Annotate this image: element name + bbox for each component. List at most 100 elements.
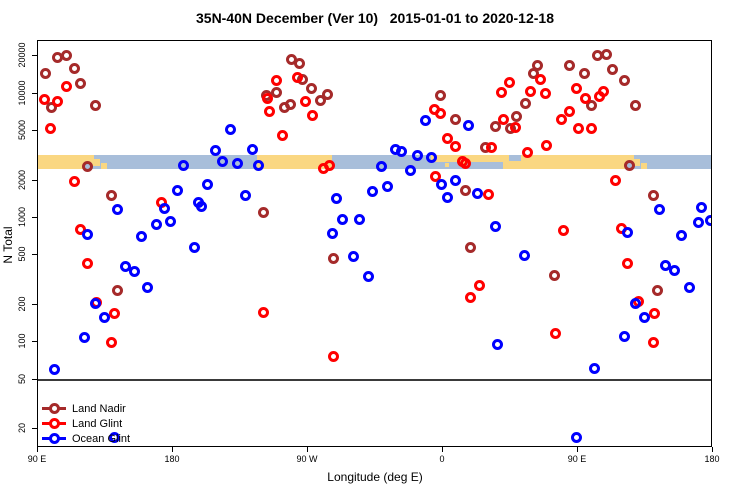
x-axis-tick-label: 90 E	[27, 454, 47, 464]
legend: Land Nadir Land Glint Ocean Glint	[42, 401, 130, 446]
x-axis-tick	[577, 447, 578, 452]
data-point-land-nadir	[82, 161, 93, 173]
x-axis-tick	[172, 447, 173, 452]
data-point-ocean-glint	[382, 180, 393, 192]
data-point-ocean-glint	[119, 260, 131, 272]
data-point-land-nadir	[293, 57, 305, 69]
data-point-land-glint	[541, 139, 552, 151]
data-point-land-nadir	[601, 48, 612, 60]
data-point-land-glint	[503, 76, 515, 88]
band-ocean-segment	[509, 154, 521, 162]
data-point-land-glint	[449, 140, 461, 152]
data-point-land-nadir	[314, 95, 326, 107]
data-point-land-glint	[299, 96, 311, 108]
data-point-land-glint	[434, 107, 446, 119]
data-point-land-nadir	[257, 206, 269, 218]
data-point-land-glint	[550, 328, 561, 340]
data-point-ocean-glint	[112, 204, 123, 216]
data-point-land-glint	[323, 160, 335, 172]
data-point-ocean-glint	[619, 330, 630, 342]
data-point-land-nadir	[647, 190, 659, 202]
data-point-land-glint	[263, 106, 275, 118]
data-point-land-glint	[586, 122, 597, 134]
data-point-land-nadir	[322, 89, 333, 101]
data-point-ocean-glint	[683, 281, 695, 293]
data-point-ocean-glint	[253, 159, 264, 171]
y-axis-tick	[32, 378, 37, 380]
data-point-ocean-glint	[326, 227, 338, 239]
data-point-land-glint	[473, 279, 485, 291]
legend-label: Land Nadir	[72, 402, 126, 415]
data-point-land-glint	[271, 74, 282, 86]
data-point-land-glint	[430, 170, 441, 182]
x-axis-tick	[37, 447, 38, 452]
data-point-land-glint	[557, 224, 569, 236]
data-point-land-glint	[262, 92, 273, 104]
data-point-land-nadir	[548, 270, 560, 282]
data-point-ocean-glint	[571, 432, 582, 444]
data-point-ocean-glint	[49, 364, 60, 376]
data-point-ocean-glint	[676, 229, 687, 241]
data-point-land-glint	[580, 92, 591, 104]
band-land-segment	[257, 154, 332, 169]
data-point-ocean-glint	[395, 146, 407, 158]
data-point-land-glint	[277, 130, 288, 142]
data-point-land-nadir	[434, 90, 446, 102]
data-point-ocean-glint	[209, 145, 221, 157]
y-axis-tick	[32, 130, 37, 132]
data-point-ocean-glint	[362, 270, 374, 282]
data-point-ocean-glint	[247, 143, 258, 155]
band-land-segment	[624, 154, 634, 163]
data-point-land-glint	[563, 106, 575, 118]
data-point-ocean-glint	[472, 187, 483, 199]
data-point-land-glint	[524, 85, 536, 97]
data-point-ocean-glint	[695, 201, 707, 213]
data-point-land-glint	[442, 132, 453, 144]
data-point-land-nadir	[511, 110, 522, 122]
data-point-land-nadir	[532, 60, 543, 72]
x-axis-tick	[307, 447, 308, 452]
legend-item-ocean-glint: Ocean Glint	[42, 431, 130, 446]
data-point-ocean-glint	[196, 200, 207, 212]
data-point-land-glint	[622, 257, 633, 269]
data-point-ocean-glint	[704, 214, 711, 226]
data-point-land-nadir	[89, 99, 101, 111]
data-point-ocean-glint	[589, 363, 600, 375]
data-point-land-glint	[82, 257, 93, 269]
data-point-land-nadir	[619, 75, 630, 87]
data-point-ocean-glint	[442, 191, 453, 203]
data-point-ocean-glint	[353, 213, 365, 225]
data-point-land-glint	[307, 110, 318, 122]
data-point-ocean-glint	[412, 149, 423, 161]
ocean-glint-marker-icon	[42, 431, 66, 446]
data-point-land-nadir	[271, 87, 282, 99]
data-point-land-glint	[497, 113, 509, 125]
data-point-ocean-glint	[491, 338, 503, 350]
data-point-land-glint	[38, 93, 50, 105]
band-land-segment	[641, 162, 647, 169]
data-point-ocean-glint	[178, 160, 189, 172]
data-point-land-glint	[328, 350, 339, 362]
data-point-land-glint	[535, 73, 546, 85]
data-point-ocean-glint	[142, 282, 153, 294]
x-axis-tick-label: 90 E	[567, 454, 587, 464]
land-glint-marker-icon	[42, 416, 66, 431]
data-point-land-nadir	[464, 242, 476, 254]
data-point-ocean-glint	[659, 259, 671, 271]
data-point-ocean-glint	[217, 156, 228, 168]
legend-label: Land Glint	[72, 417, 123, 430]
data-point-ocean-glint	[419, 115, 431, 127]
data-point-ocean-glint	[692, 216, 704, 228]
data-point-land-nadir	[460, 185, 471, 197]
data-point-land-nadir	[61, 49, 72, 61]
chart-title: 35N-40N December (Ver 10) 2015-01-01 to …	[196, 10, 554, 26]
x-axis-tick-label: 0	[439, 454, 445, 464]
data-point-ocean-glint	[638, 312, 650, 324]
data-point-land-glint	[610, 175, 621, 187]
x-axis-tick-label: 180	[164, 454, 180, 464]
data-point-land-glint	[572, 122, 584, 134]
data-point-land-nadir	[520, 97, 531, 109]
y-axis-tick	[32, 428, 37, 430]
band-land-segment	[101, 162, 107, 169]
